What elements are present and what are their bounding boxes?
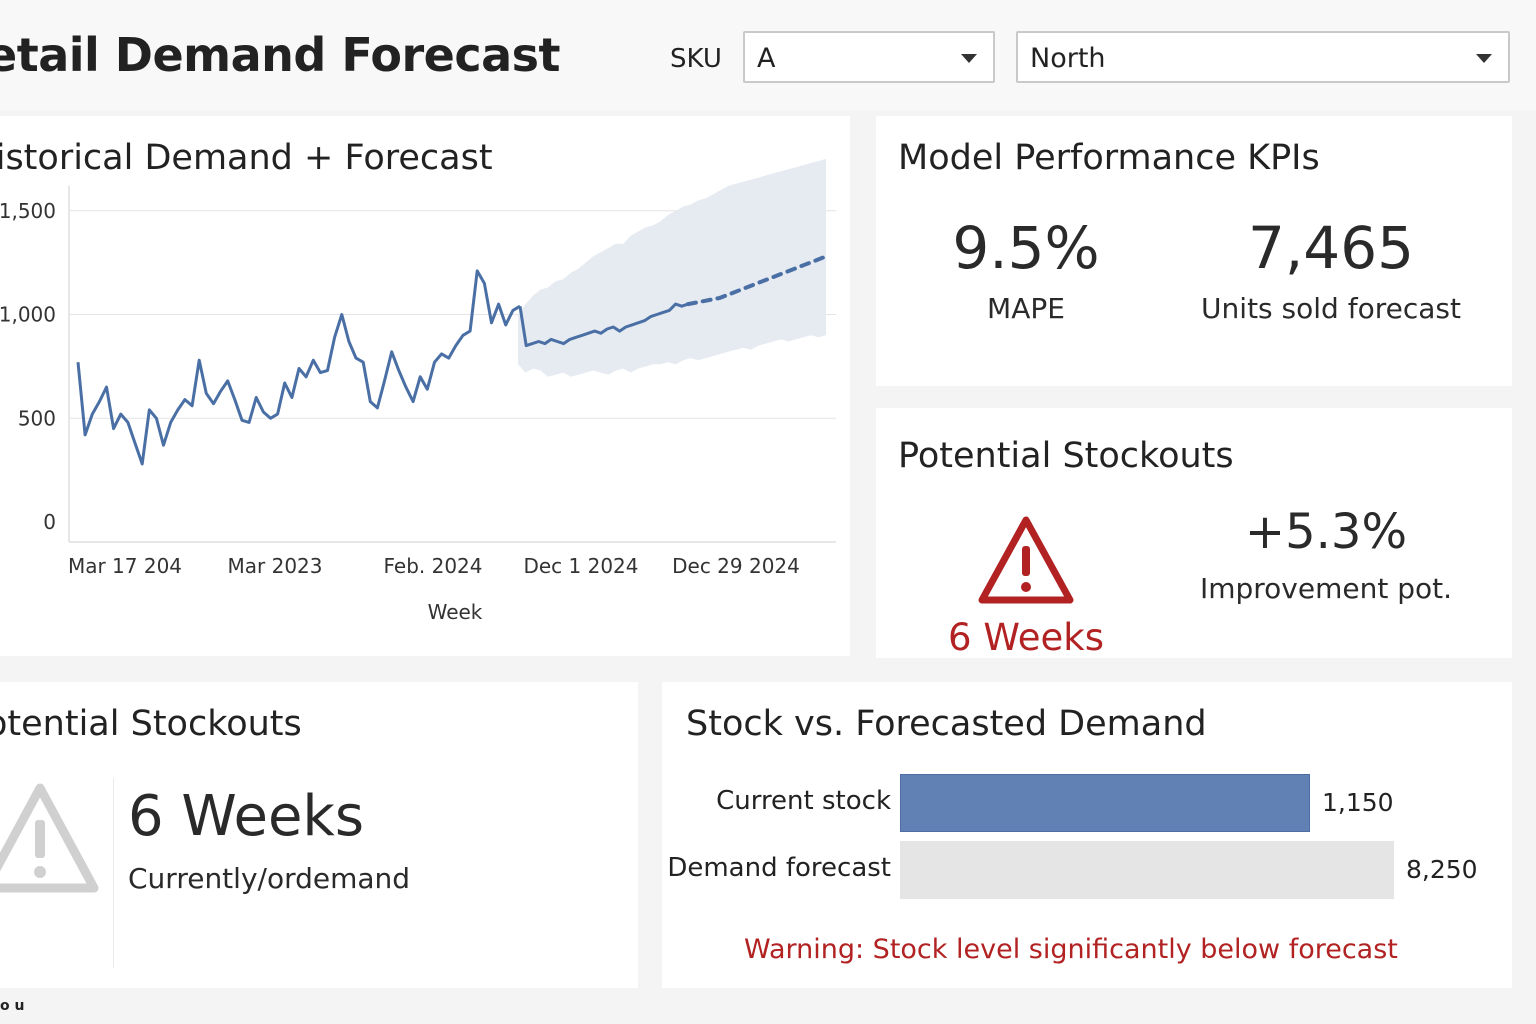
historical-chart-card: listorical Demand + Forecast 0 500 1,000 1,… bbox=[0, 116, 850, 656]
mape-label: MAPE bbox=[987, 292, 1065, 325]
sku-label: SKU bbox=[670, 44, 722, 74]
warning-text: Warning: Stock level significantly below… bbox=[744, 934, 1398, 965]
warning-icon bbox=[0, 783, 99, 893]
stockout-subtitle: Currently/ordemand bbox=[128, 862, 411, 895]
bar-value-label: 8,250 bbox=[1406, 855, 1478, 884]
mape-value: 9.5% bbox=[952, 214, 1100, 282]
x-tick-label: Dec 1 2024 bbox=[523, 554, 638, 578]
chevron-down-icon bbox=[961, 54, 977, 63]
x-tick-label: Mar 2023 bbox=[228, 554, 323, 578]
page-title: etail Demand Forecast bbox=[0, 28, 561, 82]
sku-select-value: A bbox=[757, 43, 776, 74]
header-bar: etail Demand Forecast SKU A North bbox=[0, 0, 1536, 110]
footer-text: o u bbox=[0, 998, 25, 1014]
historical-demand-line bbox=[76, 269, 521, 466]
y-tick-label: 1,000 bbox=[0, 303, 56, 327]
y-tick-label: 0 bbox=[43, 510, 56, 534]
forecast-projection-line bbox=[686, 254, 828, 307]
improvement-label: Improvement pot. bbox=[1199, 572, 1453, 605]
kpi-title: Model Performance KPIs bbox=[898, 138, 1320, 178]
x-tick-label: Feb. 2024 bbox=[383, 554, 482, 578]
region-select[interactable]: North bbox=[1016, 31, 1510, 83]
stock-vs-forecast-card: Stock vs. Forecasted Demand Current stoc… bbox=[662, 682, 1512, 988]
demand-chart: 0 500 1,000 1,500 Mar 17 204 Mar 2023 Feb. 202… bbox=[0, 158, 836, 624]
bar bbox=[900, 774, 1310, 832]
x-tick-label: Dec 29 2024 bbox=[672, 554, 800, 578]
y-tick-label: 1,500 bbox=[0, 199, 56, 223]
warning-icon bbox=[978, 516, 1074, 604]
chart-title: listorical Demand + Forecast bbox=[0, 138, 493, 178]
bar-label: Current stock bbox=[716, 786, 891, 816]
kpi-card: Model Performance KPIs 9.5% MAPE 7,465 U… bbox=[876, 116, 1512, 386]
sku-select[interactable]: A bbox=[743, 31, 995, 83]
bar-value-label: 1,150 bbox=[1322, 788, 1394, 817]
improvement-value: +5.3% bbox=[1244, 504, 1408, 560]
forecast-line bbox=[518, 302, 689, 348]
stockouts-title-secondary: otential Stockouts bbox=[0, 704, 302, 744]
stockouts-card-secondary: otential Stockouts 6 Weeks Currently/ord… bbox=[0, 682, 638, 988]
y-tick-label: 500 bbox=[18, 406, 56, 430]
stock-title: Stock vs. Forecasted Demand bbox=[686, 704, 1207, 744]
stockout-weeks: 6 Weeks bbox=[948, 616, 1104, 659]
bar bbox=[900, 841, 1394, 899]
x-tick-label: Mar 17 204 bbox=[68, 554, 182, 578]
units-label: Units sold forecast bbox=[1201, 292, 1461, 325]
divider bbox=[113, 778, 114, 968]
stockouts-title: Potential Stockouts bbox=[898, 436, 1234, 476]
region-select-value: North bbox=[1030, 43, 1106, 74]
chevron-down-icon bbox=[1476, 54, 1492, 63]
bar-label: Demand forecast bbox=[667, 853, 891, 883]
stockout-weeks-secondary: 6 Weeks bbox=[128, 784, 365, 849]
x-axis-label: Week bbox=[428, 600, 483, 624]
units-value: 7,465 bbox=[1247, 214, 1415, 282]
forecast-confidence-band bbox=[518, 158, 826, 377]
stockouts-card: Potential Stockouts 6 Weeks +5.3% Improv… bbox=[876, 408, 1512, 659]
